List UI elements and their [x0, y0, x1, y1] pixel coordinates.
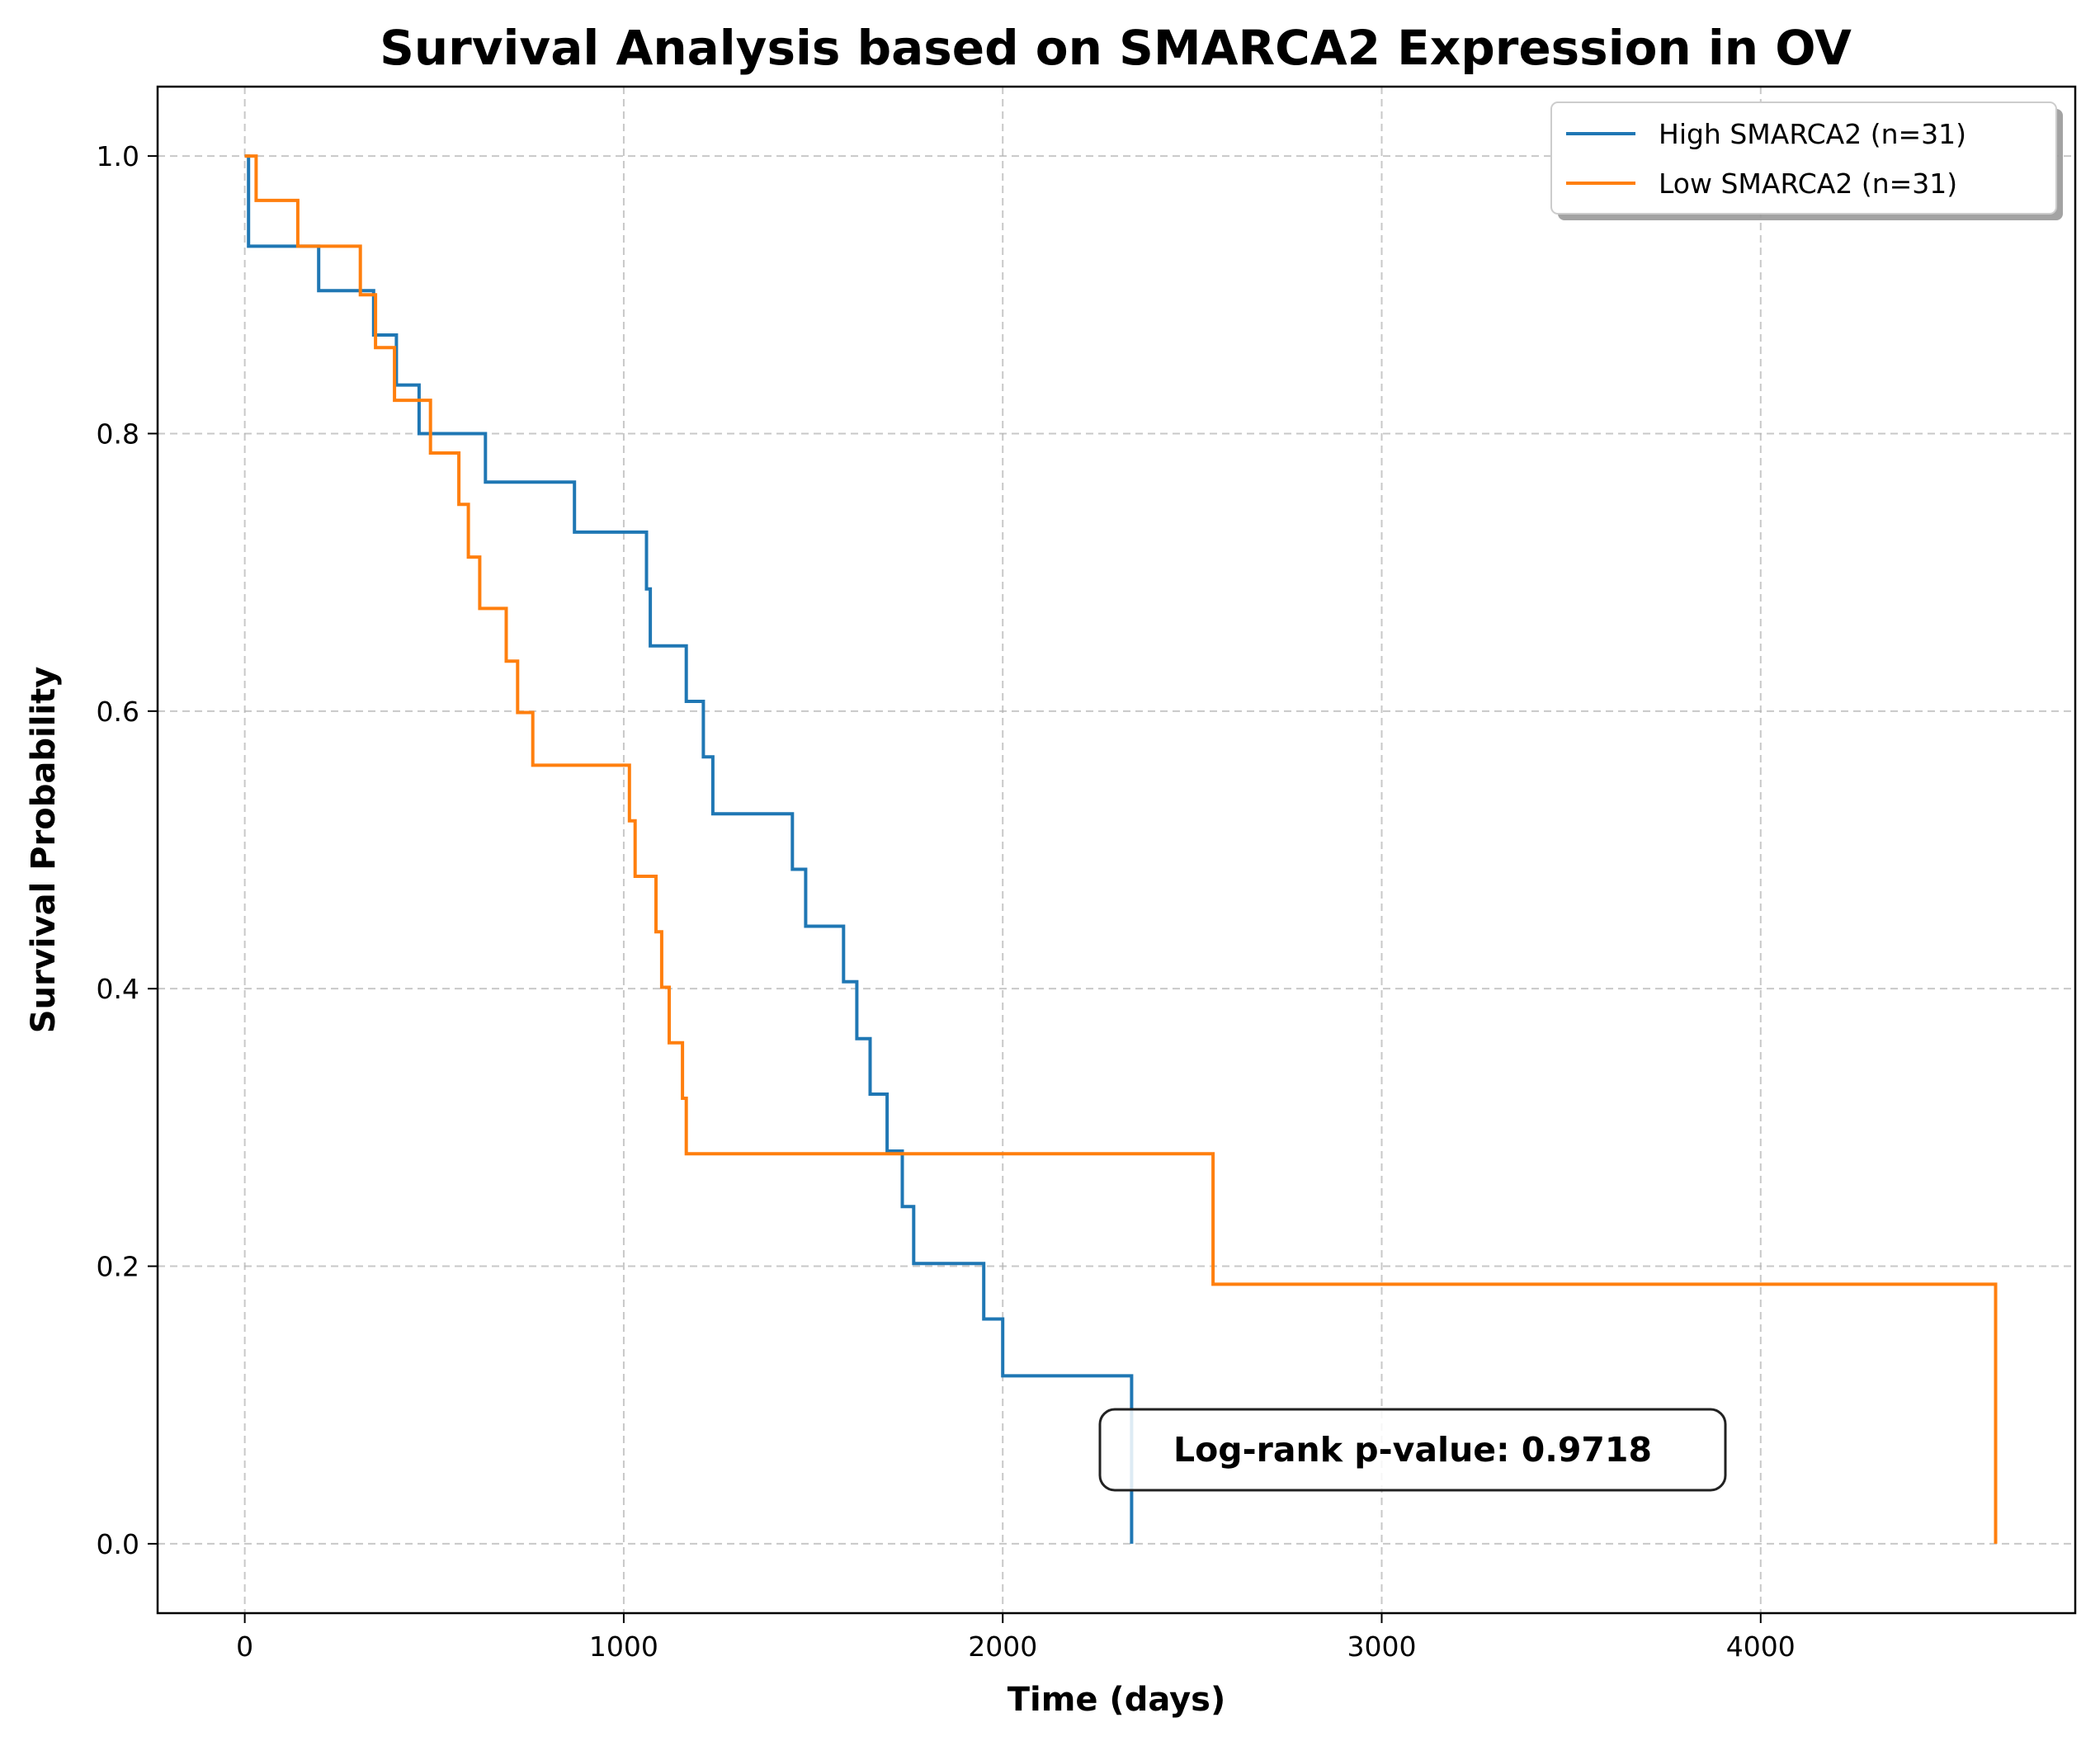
series-line-high	[244, 154, 1134, 1544]
y-tick-label: 0.0	[97, 1528, 139, 1560]
legend: High SMARCA2 (n=31) Low SMARCA2 (n=31)	[1550, 101, 2063, 220]
y-tick-label: 0.6	[97, 696, 139, 728]
y-tick-label: 0.4	[97, 973, 139, 1005]
y-tick-label: 1.0	[97, 140, 139, 172]
axis-ticks: 0 1000 2000 3000 4000 0.0 0.2 0.4 0.6 0.8 1.0	[97, 140, 1796, 1663]
x-axis-title: Time (days)	[1008, 1681, 1226, 1719]
chart-title: Survival Analysis based on SMARCA2 Expre…	[380, 20, 1852, 76]
series-lines	[244, 154, 1998, 1544]
pvalue-text: Log-rank p-value: 0.9718	[1173, 1430, 1652, 1470]
x-tick-label: 1000	[589, 1630, 658, 1663]
pvalue-box	[1098, 1408, 1727, 1492]
legend-label-high: High SMARCA2 (n=31)	[1659, 118, 1966, 150]
x-tick-label: 0	[236, 1630, 253, 1663]
plot-frame	[156, 85, 2077, 1615]
series-line-low	[244, 154, 1998, 1544]
x-tick-label: 4000	[1726, 1630, 1796, 1663]
x-tick-label: 2000	[968, 1630, 1037, 1663]
y-tick-label: 0.8	[97, 418, 139, 450]
y-tick-label: 0.2	[97, 1251, 139, 1283]
pvalue-annotation: Log-rank p-value: 0.9718	[1098, 1408, 1727, 1492]
legend-label-low: Low SMARCA2 (n=31)	[1659, 168, 1957, 200]
y-axis-title: Survival Probability	[25, 667, 63, 1034]
legend-box	[1550, 101, 2057, 215]
x-tick-label: 3000	[1347, 1630, 1417, 1663]
